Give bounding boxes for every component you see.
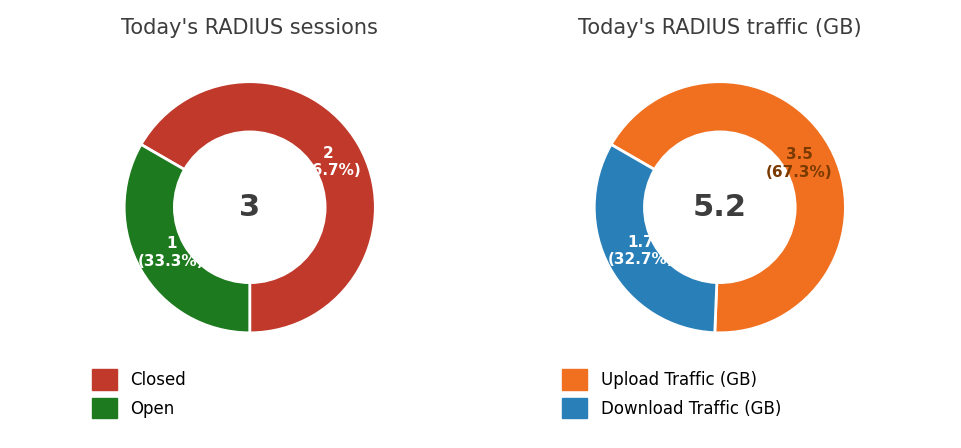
Text: 1.7
(32.7%): 1.7 (32.7%)	[607, 235, 674, 267]
Wedge shape	[141, 82, 376, 333]
Title: Today's RADIUS sessions: Today's RADIUS sessions	[121, 17, 379, 38]
Text: 3: 3	[239, 193, 260, 222]
Text: 3.5
(67.3%): 3.5 (67.3%)	[766, 147, 832, 180]
Title: Today's RADIUS traffic (GB): Today's RADIUS traffic (GB)	[578, 17, 862, 38]
Wedge shape	[611, 82, 846, 333]
Text: 2
(66.7%): 2 (66.7%)	[295, 146, 361, 178]
Legend: Closed, Open: Closed, Open	[86, 362, 193, 425]
Text: 1
(33.3%): 1 (33.3%)	[138, 236, 205, 269]
Wedge shape	[594, 144, 717, 333]
Legend: Upload Traffic (GB), Download Traffic (GB): Upload Traffic (GB), Download Traffic (G…	[555, 362, 788, 425]
Wedge shape	[124, 144, 250, 333]
Text: 5.2: 5.2	[693, 193, 747, 222]
